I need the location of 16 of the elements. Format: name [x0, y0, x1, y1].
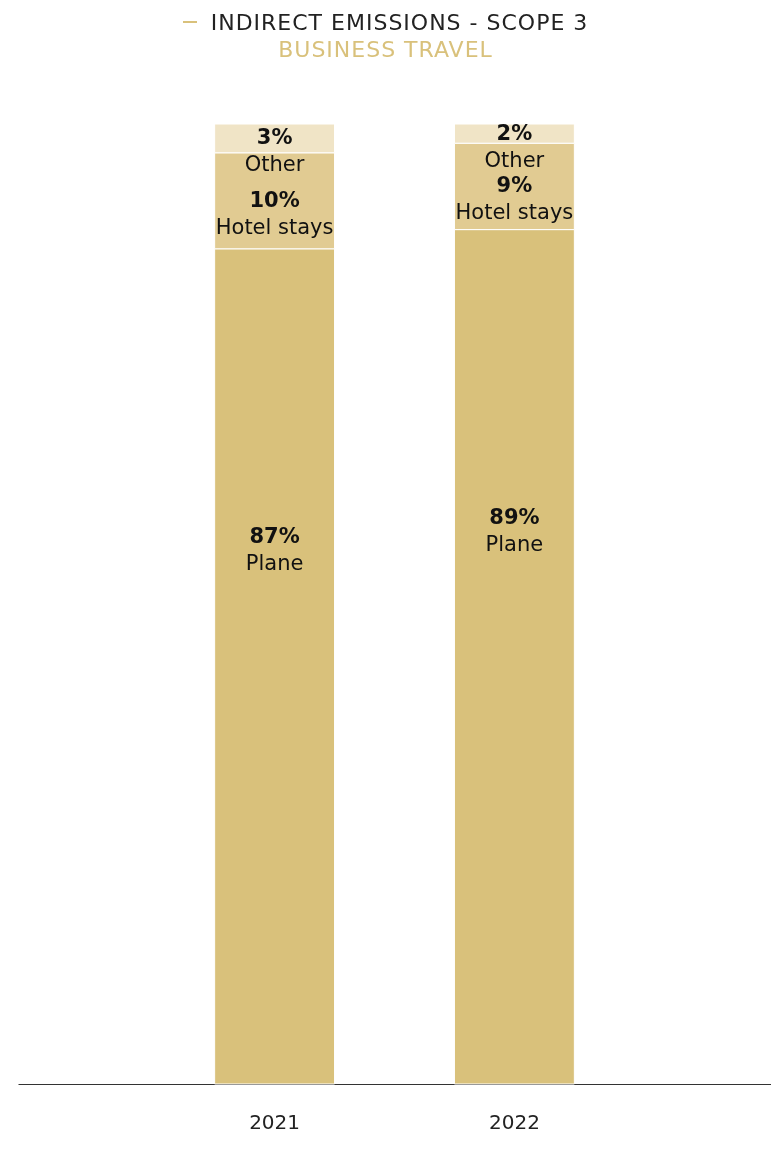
series-label: Plane — [485, 531, 544, 556]
data-label: 2% — [496, 120, 533, 145]
data-label: 89% — [489, 504, 540, 529]
chart-subtitle: BUSINESS TRAVEL — [277, 36, 494, 62]
series-label: Other — [244, 152, 305, 177]
chart-title: INDIRECT EMISSIONS - SCOPE 3 — [210, 9, 589, 35]
text: Hotel stays — [455, 200, 574, 225]
x-tick-label: 2021 — [249, 1109, 301, 1134]
text: Other — [484, 147, 545, 172]
data-label: 87% — [249, 523, 300, 548]
x-tick-label: 2022 — [488, 1109, 540, 1134]
data-label: 10% — [249, 187, 300, 212]
text: Plane — [245, 550, 304, 575]
data-label: 3% — [256, 125, 293, 150]
data-label: 9% — [496, 173, 533, 198]
series-label: Hotel stays — [215, 214, 334, 239]
